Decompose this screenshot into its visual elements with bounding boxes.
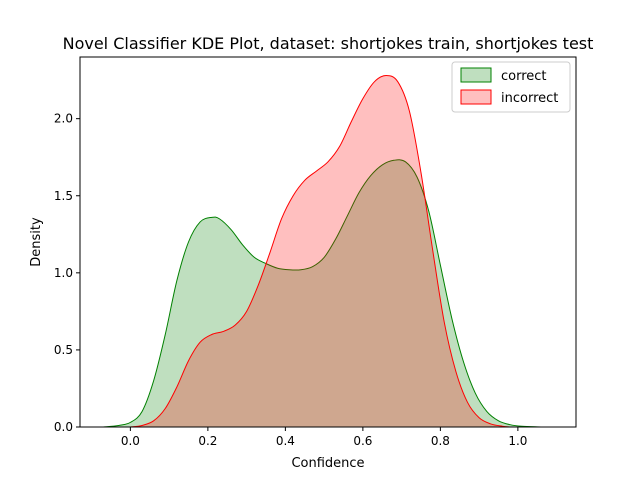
y-axis-ticks: 0.0 0.5 1.0 1.5 2.0 <box>54 112 80 434</box>
x-tick-label: 0.6 <box>353 434 372 448</box>
area-fill-correct <box>103 159 549 427</box>
density-line-incorrect <box>130 74 511 428</box>
area-fill-incorrect <box>130 75 511 427</box>
density-line-correct <box>103 159 549 428</box>
chart-title: Novel Classifier KDE Plot, dataset: shor… <box>63 34 594 53</box>
legend: correct incorrect <box>451 61 571 113</box>
legend-swatch-incorrect <box>460 89 492 105</box>
y-tick-label: 0.5 <box>54 343 73 357</box>
x-axis-label: Confidence <box>291 456 364 471</box>
y-tick-label: 1.0 <box>54 266 73 280</box>
plot-areas <box>103 74 549 428</box>
x-axis-ticks: 0.0 0.2 0.4 0.6 0.8 1.0 <box>121 427 527 448</box>
legend-label-incorrect: incorrect <box>501 91 558 106</box>
x-tick-label: 0.2 <box>198 434 217 448</box>
x-tick-label: 1.0 <box>508 434 527 448</box>
legend-label-correct: correct <box>501 69 547 84</box>
legend-box <box>451 61 571 113</box>
y-axis-label: Density <box>29 217 44 267</box>
x-tick-label: 0.4 <box>276 434 295 448</box>
y-tick-label: 1.5 <box>54 189 73 203</box>
x-tick-label: 0.0 <box>121 434 140 448</box>
x-tick-label: 0.8 <box>431 434 450 448</box>
y-tick-label: 0.0 <box>54 420 73 434</box>
y-tick-label: 2.0 <box>54 112 73 126</box>
legend-swatch-correct <box>460 67 492 83</box>
plot-frame <box>79 56 577 428</box>
